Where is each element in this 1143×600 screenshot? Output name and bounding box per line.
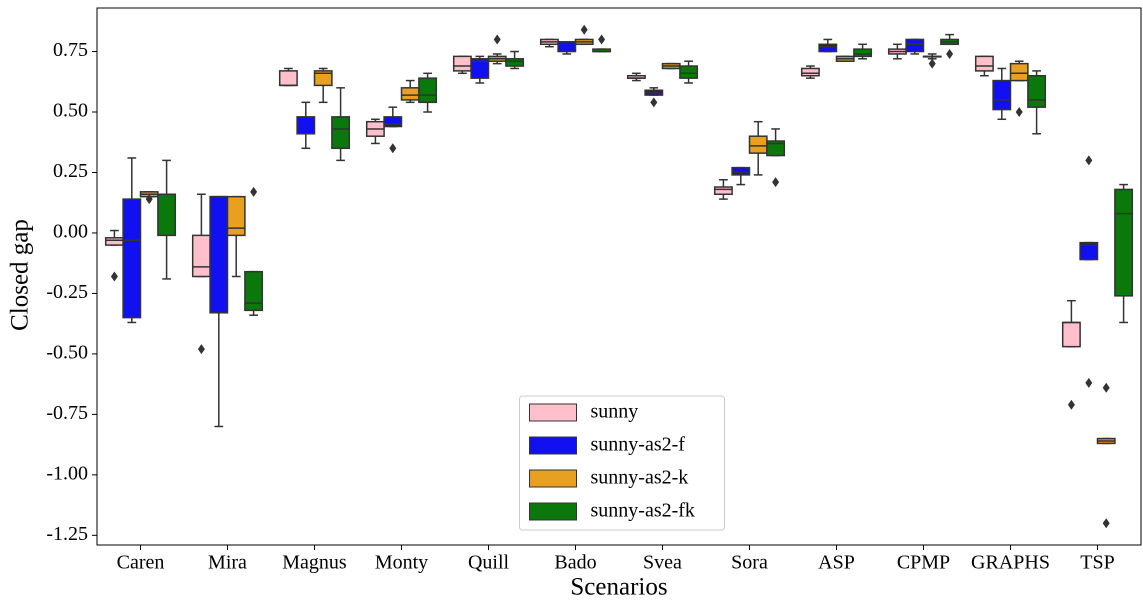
outlier [946,48,954,59]
y-tick-label: 0.75 [53,39,88,61]
legend-swatch [529,436,577,455]
outlier [1067,399,1075,410]
box [226,195,246,237]
x-tick-label: Svea [643,552,682,574]
legend-label: sunny [591,401,639,423]
box [418,77,438,104]
x-tick-label: GRAPHS [971,552,1050,574]
box [557,41,577,53]
box [331,116,351,150]
outlier [1102,382,1110,393]
y-tick-label: 0.25 [53,160,88,182]
outlier [650,97,658,108]
box [1009,62,1029,82]
box [313,70,333,87]
box [505,58,525,67]
x-tick-label: Mira [208,552,247,574]
legend-swatch [529,403,577,422]
box [278,70,298,87]
legend-label: sunny-as2-fk [591,500,695,522]
box [400,87,420,101]
y-axis-label: Closed gap [7,219,34,331]
box [992,79,1012,111]
box [731,166,751,176]
x-tick-label: Quill [468,552,510,574]
box [1114,188,1134,297]
box [244,270,264,312]
outlier [928,58,936,69]
y-tick-label: -0.75 [46,402,88,424]
legend: sunny sunny-as2-f sunny-as2-k sunny-as2-fk [519,395,725,531]
outlier [493,34,501,45]
box [1079,241,1099,261]
box [905,38,925,53]
outlier [1102,518,1110,529]
outlier [110,271,118,282]
outlier [250,186,258,197]
legend-swatch [529,469,577,488]
box [766,140,786,157]
x-tick-label: Monty [375,552,428,574]
box [713,186,733,196]
legend-label: sunny-as2-f [591,434,686,456]
x-tick-label: Sora [731,552,768,574]
y-tick-label: -1.00 [46,462,88,484]
outlier [772,177,780,188]
box [452,55,472,72]
legend-swatch [529,502,577,521]
box [296,116,316,135]
x-tick-label: Magnus [282,552,347,574]
box [800,67,820,77]
x-tick-label: CPMP [897,552,950,574]
x-tick-label: ASP [818,552,855,574]
x-tick-label: TSP [1080,552,1114,574]
box [974,55,994,72]
box [191,234,211,278]
box [209,195,229,314]
box [122,198,142,319]
legend-frame [519,395,725,531]
x-tick-label: Bado [554,552,596,574]
y-tick-label: -1.25 [46,523,88,545]
box [104,237,124,246]
outlier [145,194,153,205]
box [679,65,699,79]
outlier [389,143,397,154]
y-tick-label: -0.25 [46,281,88,303]
outlier [1015,107,1023,118]
plot-frame [96,7,1142,546]
x-axis-label: Scenarios [570,574,667,600]
box [470,58,490,79]
x-tick-label: Caren [117,552,165,574]
box [1027,74,1047,108]
legend-label: sunny-as2-k [591,467,689,489]
box [748,135,768,154]
box [853,48,873,58]
box [1061,321,1081,348]
y-tick-label: 0.00 [53,221,88,243]
box [383,116,403,128]
outlier [598,34,606,45]
outlier [197,344,205,355]
outlier [580,24,588,35]
box [818,43,838,53]
y-tick-label: -0.50 [46,341,88,363]
y-tick-label: 0.50 [53,100,88,122]
outlier [1085,377,1093,388]
box [157,193,177,237]
outlier [1085,155,1093,166]
